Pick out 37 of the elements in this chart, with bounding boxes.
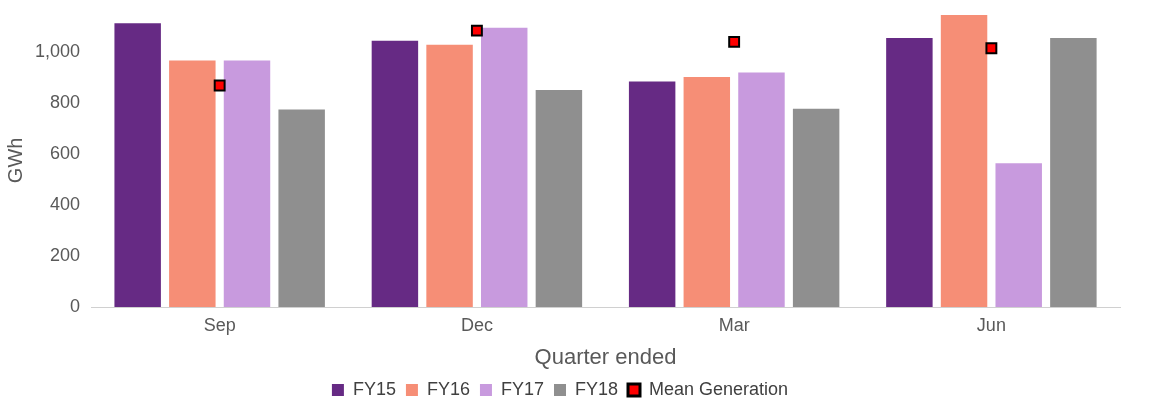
y-tick-label: 200 xyxy=(50,244,81,265)
point xyxy=(470,24,483,37)
bar xyxy=(940,15,988,307)
bar xyxy=(628,81,676,307)
x-tick-label: Dec xyxy=(460,314,493,335)
y-tick-label: 0 xyxy=(70,295,81,316)
x-axis-title: Quarter ended xyxy=(534,343,677,369)
bar xyxy=(738,72,785,307)
bar xyxy=(481,27,528,307)
y-tick-label: 600 xyxy=(50,142,81,163)
y-axis-title: GWh xyxy=(3,137,26,184)
legend-label: FY18 xyxy=(574,378,619,399)
bar xyxy=(223,60,271,307)
legend-label: FY15 xyxy=(352,378,396,399)
x-tick-label: Mar xyxy=(718,314,750,335)
point xyxy=(728,35,741,48)
bar xyxy=(886,38,933,307)
y-tick-label: 800 xyxy=(50,92,81,112)
bar xyxy=(278,109,325,307)
bar xyxy=(535,90,583,307)
bar xyxy=(1050,38,1097,307)
bar xyxy=(371,40,419,307)
legend-label: FY16 xyxy=(426,378,470,399)
point xyxy=(985,42,998,55)
bar xyxy=(426,44,473,307)
legend-label: Mean Generation xyxy=(649,378,789,399)
point xyxy=(213,79,226,92)
x-tick-label: Sep xyxy=(203,314,236,335)
bar xyxy=(995,163,1042,307)
bar xyxy=(169,60,216,307)
x-tick-label: Jun xyxy=(976,314,1006,335)
bar xyxy=(792,108,840,307)
bar xyxy=(114,23,161,307)
y-tick-label: 1,000 xyxy=(35,41,81,62)
legend-label: FY17 xyxy=(500,378,544,399)
bar xyxy=(683,77,731,307)
y-tick-label: 400 xyxy=(50,193,81,214)
